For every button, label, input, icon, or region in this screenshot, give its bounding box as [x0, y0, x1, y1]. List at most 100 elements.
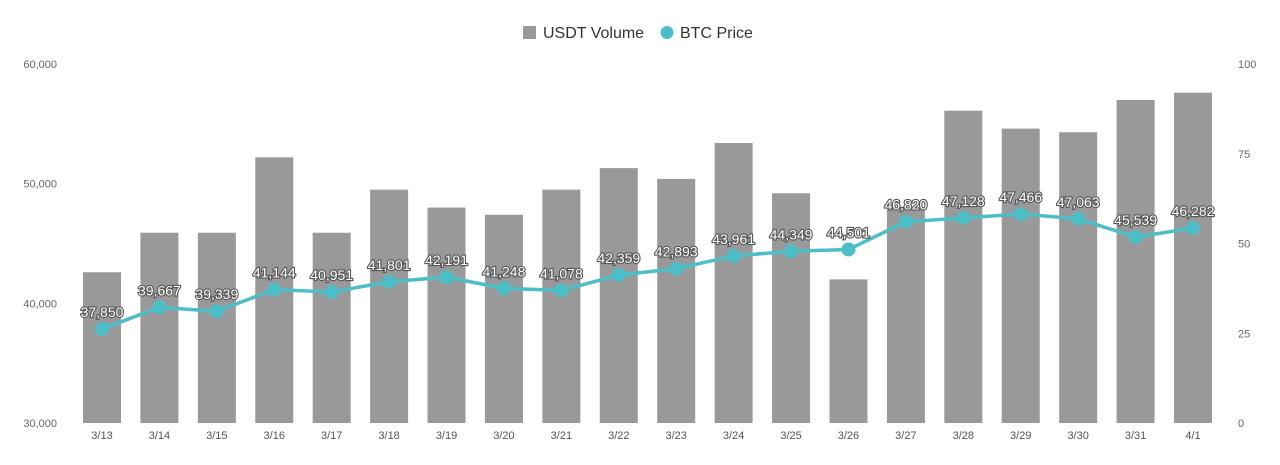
data-label: 46,282	[1172, 203, 1215, 219]
bar	[83, 272, 121, 423]
data-label: 41,248	[483, 263, 526, 279]
x-axis-tick-label: 3/27	[895, 430, 916, 442]
data-label: 46,820	[884, 197, 927, 213]
data-label: 44,501	[827, 224, 870, 240]
x-axis-tick-label: 3/24	[723, 430, 744, 442]
legend: USDT Volume BTC Price	[523, 25, 753, 42]
x-axis-tick-label: 3/31	[1125, 430, 1146, 442]
bar	[427, 207, 466, 423]
x-axis-tick-label: 3/14	[149, 430, 170, 442]
data-label: 39,667	[138, 282, 181, 298]
data-label: 41,078	[540, 265, 583, 281]
left-axis: 30,000 40,000 50,000 60,000	[23, 59, 57, 430]
line-point	[898, 214, 913, 229]
line-point	[1128, 230, 1143, 245]
x-axis-tick-label: 3/22	[608, 430, 629, 442]
x-axis-tick-label: 3/20	[493, 430, 514, 442]
bar	[1116, 99, 1155, 424]
line-point	[1013, 206, 1028, 221]
bar	[370, 189, 409, 423]
bar	[944, 110, 983, 424]
bar-series-usdt-volume	[83, 92, 1212, 424]
bar	[657, 178, 696, 423]
bar	[772, 193, 811, 423]
bar	[1174, 92, 1212, 423]
data-label: 45,539	[1114, 212, 1157, 228]
x-axis-tick-label: 3/21	[551, 430, 572, 442]
left-axis-tick-label: 60,000	[23, 59, 57, 71]
x-axis-tick-label: 3/16	[264, 430, 285, 442]
data-label: 47,466	[999, 189, 1042, 205]
x-axis: 3/13 3/14 3/15 3/16 3/17 3/18 3/19 3/20 3/21 3/22…	[91, 430, 1200, 442]
line-series-btc-price	[95, 206, 1200, 337]
x-axis-tick-label: 3/25	[780, 430, 801, 442]
data-label: 40,951	[310, 267, 353, 283]
x-axis-tick-label: 3/26	[838, 430, 859, 442]
line-point	[152, 300, 167, 315]
bar	[829, 279, 868, 423]
data-label: 42,191	[425, 252, 468, 268]
bar	[1001, 128, 1040, 423]
data-labels: 37,850 39,667 39,339 41,144 40,951 41,801 42,1…	[79, 188, 1215, 321]
right-axis-tick-label: 50	[1238, 239, 1250, 251]
left-axis-tick-label: 40,000	[23, 298, 57, 310]
line-point	[669, 261, 684, 276]
x-axis-tick-label: 3/13	[91, 430, 112, 442]
data-label: 41,801	[368, 257, 411, 273]
right-axis-tick-label: 0	[1238, 418, 1244, 430]
legend-swatch-usdt-volume	[523, 26, 536, 39]
line-point	[267, 282, 282, 297]
x-axis-tick-label: 4/1	[1185, 430, 1200, 442]
x-axis-tick-label: 3/29	[1010, 430, 1031, 442]
left-axis-tick-label: 30,000	[23, 418, 57, 430]
left-axis-tick-label: 50,000	[23, 179, 57, 191]
data-label: 42,359	[597, 250, 640, 266]
line-point	[496, 281, 511, 296]
data-label: 37,850	[81, 304, 124, 320]
x-axis-tick-label: 3/30	[1067, 430, 1088, 442]
data-label: 41,144	[253, 265, 296, 281]
line-point	[1186, 221, 1200, 236]
x-axis-tick-label: 3/17	[321, 430, 342, 442]
data-label: 44,349	[770, 226, 813, 242]
bar	[312, 232, 351, 423]
data-label: 39,339	[195, 286, 238, 302]
data-label: 43,961	[712, 231, 755, 247]
bar	[542, 189, 581, 423]
line-point	[324, 284, 339, 299]
line-point	[956, 211, 971, 226]
right-axis-tick-label: 100	[1238, 59, 1256, 71]
bar	[197, 232, 236, 423]
x-axis-tick-label: 3/15	[206, 430, 227, 442]
legend-label-btc-price: BTC Price	[680, 25, 753, 42]
line-point	[209, 304, 224, 319]
x-axis-tick-label: 3/19	[436, 430, 457, 442]
right-axis-tick-label: 25	[1238, 328, 1250, 340]
legend-label-usdt-volume: USDT Volume	[543, 25, 644, 42]
line-point	[784, 244, 799, 259]
right-axis-tick-label: 75	[1238, 149, 1250, 161]
line-point	[726, 248, 741, 263]
bar	[714, 142, 753, 424]
line-point	[95, 322, 109, 337]
bar	[1059, 132, 1098, 423]
line-point	[439, 270, 454, 285]
bar	[886, 207, 925, 423]
line-point	[1071, 211, 1086, 226]
line-point	[841, 242, 856, 257]
btc-price-line	[101, 212, 1194, 331]
bar	[484, 214, 523, 423]
data-label: 47,063	[1057, 194, 1100, 210]
line-point	[554, 283, 569, 298]
data-label: 47,128	[942, 193, 985, 209]
bar	[140, 232, 179, 423]
bar	[599, 168, 638, 423]
x-axis-tick-label: 3/23	[665, 430, 686, 442]
right-axis: 0 25 50 75 100	[1238, 59, 1256, 430]
legend-swatch-btc-price	[660, 26, 674, 39]
data-label: 42,893	[655, 244, 698, 260]
x-axis-tick-label: 3/28	[953, 430, 974, 442]
line-point	[382, 274, 397, 289]
x-axis-tick-label: 3/18	[378, 430, 399, 442]
